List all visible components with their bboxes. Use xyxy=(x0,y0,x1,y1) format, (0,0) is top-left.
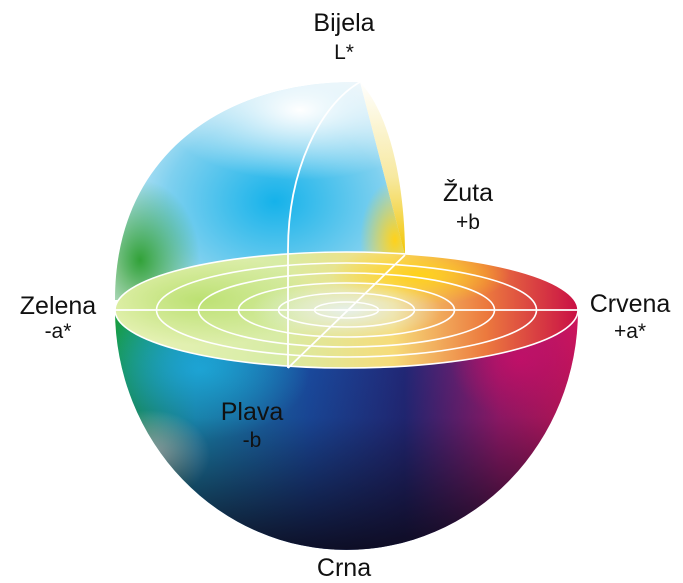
b-axis-line xyxy=(287,254,406,369)
labels: Bijela L* Žuta +b Zelena -a* Crvena +a* … xyxy=(20,9,671,582)
label-plus-b: +b xyxy=(456,211,480,234)
label-red: Crvena xyxy=(590,290,671,318)
yellow-wedge xyxy=(360,82,405,255)
label-l-axis: L* xyxy=(334,41,354,64)
label-green: Zelena xyxy=(20,292,97,320)
label-yellow: Žuta xyxy=(443,178,493,207)
l-meridian-line xyxy=(287,81,361,368)
axis-lines xyxy=(115,81,578,369)
label-black: Crna xyxy=(317,554,371,582)
label-minus-a: -a* xyxy=(45,320,72,343)
label-blue: Plava xyxy=(221,398,284,426)
label-white: Bijela xyxy=(313,9,374,37)
label-plus-a: +a* xyxy=(614,320,646,343)
label-minus-b: -b xyxy=(243,429,262,452)
